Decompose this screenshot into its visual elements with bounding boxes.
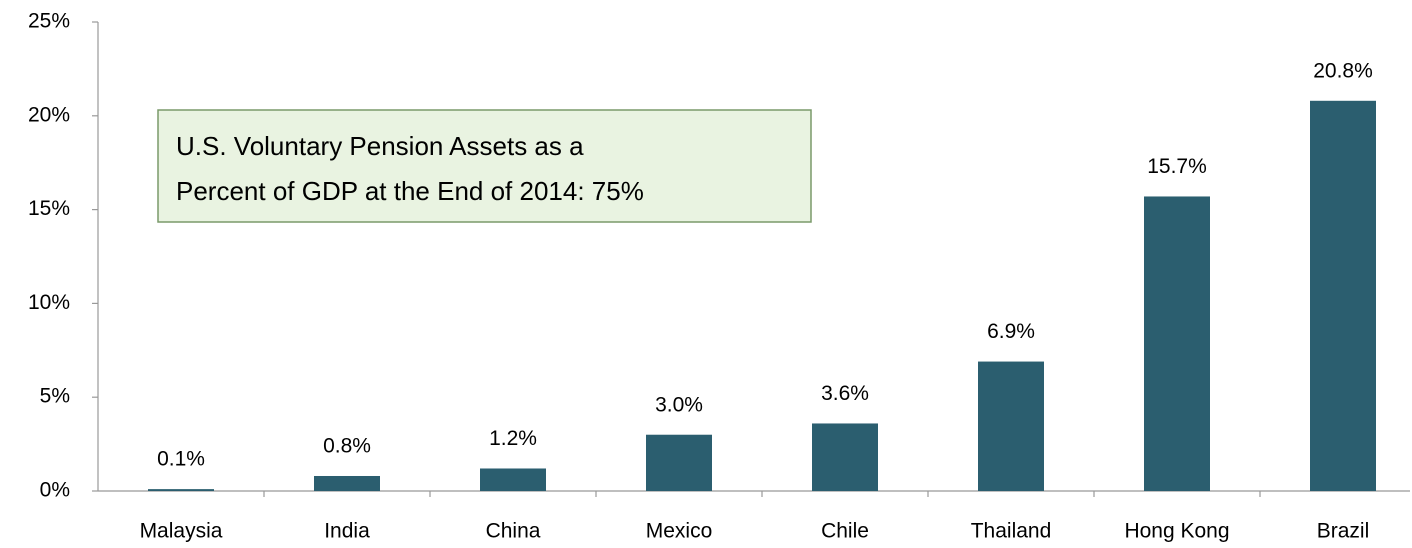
y-tick-label: 15% (28, 197, 70, 220)
y-tick-label: 25% (28, 10, 70, 33)
bar (314, 475, 380, 491)
bar (978, 361, 1044, 491)
bar (1144, 196, 1210, 491)
y-tick-label: 10% (28, 291, 70, 314)
value-label: 6.9% (987, 320, 1035, 343)
x-tick-label: India (324, 520, 370, 543)
bar (812, 423, 878, 491)
value-label: 0.8% (323, 435, 371, 458)
bar (480, 468, 546, 491)
bar (1310, 100, 1376, 492)
x-tick-label: China (486, 520, 541, 543)
annotation-box (157, 109, 812, 223)
x-tick-label: Thailand (971, 520, 1052, 543)
value-label: 1.2% (489, 427, 537, 450)
bar (148, 489, 214, 491)
value-label: 3.0% (655, 393, 703, 416)
x-tick-label: Brazil (1317, 520, 1370, 543)
y-tick-label: 0% (40, 479, 70, 502)
value-label: 15.7% (1147, 155, 1207, 178)
annotation-line: Percent of GDP at the End of 2014: 75% (176, 176, 644, 206)
bar (646, 434, 712, 491)
y-tick-label: 20% (28, 103, 70, 126)
x-tick-label: Malaysia (140, 520, 223, 543)
x-tick-label: Mexico (646, 520, 713, 543)
annotation-line: U.S. Voluntary Pension Assets as a (176, 131, 584, 161)
x-tick-label: Hong Kong (1124, 520, 1229, 543)
value-label: 0.1% (157, 448, 205, 471)
value-label: 3.6% (821, 382, 869, 405)
y-tick-label: 5% (40, 385, 70, 408)
x-tick-label: Chile (821, 520, 869, 543)
value-label: 20.8% (1313, 59, 1373, 82)
